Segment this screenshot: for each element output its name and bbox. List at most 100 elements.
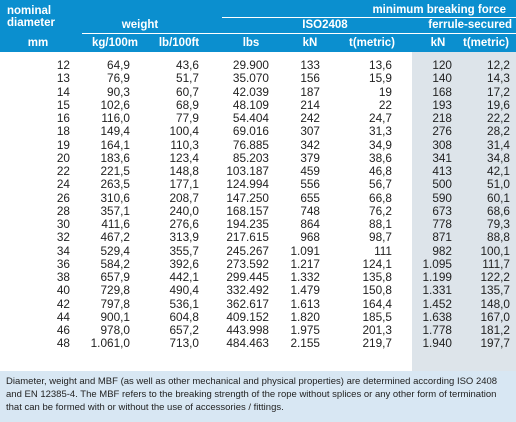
header-unit-lbs: lbs xyxy=(242,37,260,49)
cell-ferrule-t-metric: 68,6 xyxy=(487,203,510,218)
cell-weight-lb-100ft: 604,8 xyxy=(169,309,199,324)
cell-weight-lb-100ft: 490,4 xyxy=(169,283,199,298)
cell-diameter-mm: 38 xyxy=(56,270,70,284)
cell-diameter-mm: 20 xyxy=(56,150,70,165)
cell-mbf-lbs: 103.187 xyxy=(226,164,269,178)
cell-weight-kg-100m: 978,0 xyxy=(100,323,130,337)
cell-mbf-lbs: 69.016 xyxy=(232,124,269,139)
cell-mbf-lbs: 443.998 xyxy=(226,323,269,337)
cell-ferrule-t-metric: 14,3 xyxy=(487,71,510,86)
cell-weight-kg-100m: 411,6 xyxy=(101,217,130,231)
cell-mbf-t-metric: 150,8 xyxy=(362,283,392,298)
cell-weight-lb-100ft: 68,9 xyxy=(176,97,199,112)
cell-weight-lb-100ft: 60,7 xyxy=(176,84,199,99)
cell-diameter-mm: 34 xyxy=(56,243,70,258)
header-unit-lb-100ft: lb/100ft xyxy=(158,37,200,49)
cell-mbf-kn: 459 xyxy=(300,164,320,178)
cell-mbf-t-metric: 34,9 xyxy=(369,137,392,152)
header-unit-kn: kN xyxy=(302,37,318,49)
header-unit-ferrule-kn: kN xyxy=(430,37,446,49)
cell-weight-kg-100m: 729,8 xyxy=(100,283,130,298)
table-row: 36 584,2 392,6 273.592 1.217 124,1 1.095 111,7 xyxy=(0,256,516,271)
cell-ferrule-t-metric: 135,7 xyxy=(480,283,510,298)
header-unit-kg-100m: kg/100m xyxy=(91,37,139,49)
table-row: 14 90,3 60,7 42.039 187 19 168 17,2 xyxy=(0,84,516,99)
table-row: 44 900,1 604,8 409.152 1.820 185,5 1.638 167,0 xyxy=(0,309,516,324)
cell-ferrule-kn: 1.778 xyxy=(422,323,452,337)
cell-mbf-kn: 342 xyxy=(300,137,320,152)
cell-ferrule-t-metric: 19,6 xyxy=(487,97,510,112)
cell-weight-lb-100ft: 536,1 xyxy=(169,296,199,311)
cell-diameter-mm: 18 xyxy=(56,124,70,139)
cell-mbf-t-metric: 124,1 xyxy=(362,256,392,271)
cell-mbf-t-metric: 135,8 xyxy=(362,270,392,284)
cell-mbf-kn: 156 xyxy=(300,71,320,86)
cell-weight-lb-100ft: 208,7 xyxy=(169,190,199,205)
cell-weight-kg-100m: 149,4 xyxy=(100,124,130,139)
cell-mbf-lbs: 42.039 xyxy=(232,84,269,99)
cell-mbf-lbs: 332.492 xyxy=(226,283,269,298)
cell-weight-lb-100ft: 657,2 xyxy=(169,323,199,337)
cell-ferrule-kn: 276 xyxy=(432,124,452,139)
cell-mbf-lbs: 124.994 xyxy=(226,177,269,192)
cell-ferrule-kn: 1.199 xyxy=(422,270,452,284)
cell-mbf-kn: 1.613 xyxy=(290,296,320,311)
cell-mbf-t-metric: 111 xyxy=(374,243,392,258)
cell-ferrule-kn: 413 xyxy=(432,164,452,178)
cell-mbf-kn: 214 xyxy=(300,97,320,112)
header-divider-bottom xyxy=(82,33,516,34)
header-iso2408: ISO2408 xyxy=(302,19,348,31)
cell-mbf-lbs: 54.404 xyxy=(232,111,269,125)
cell-ferrule-t-metric: 197,7 xyxy=(480,336,510,351)
header-min-breaking-force: minimum breaking force xyxy=(372,4,506,16)
cell-ferrule-t-metric: 148,0 xyxy=(480,296,510,311)
cell-weight-kg-100m: 900,1 xyxy=(100,309,130,324)
cell-ferrule-kn: 218 xyxy=(432,111,452,125)
cell-mbf-t-metric: 201,3 xyxy=(362,323,392,337)
cell-weight-lb-100ft: 110,3 xyxy=(170,137,199,152)
cell-mbf-kn: 379 xyxy=(300,150,320,165)
ferrule-column-band xyxy=(412,52,516,371)
cell-mbf-lbs: 299.445 xyxy=(226,270,269,284)
table-row: 34 529,4 355,7 245.267 1.091 111 982 100,1 xyxy=(0,243,516,258)
cell-mbf-t-metric: 88,1 xyxy=(369,217,392,231)
cell-weight-kg-100m: 310,6 xyxy=(100,190,130,205)
cell-mbf-kn: 864 xyxy=(300,217,320,231)
table-row: 42 797,8 536,1 362.617 1.613 164,4 1.452 148,0 xyxy=(0,296,516,311)
cell-mbf-lbs: 217.615 xyxy=(226,230,269,245)
cell-weight-kg-100m: 164,1 xyxy=(100,137,130,152)
cell-mbf-lbs: 29.900 xyxy=(232,58,269,72)
cell-mbf-lbs: 194.235 xyxy=(226,217,269,231)
cell-weight-lb-100ft: 177,1 xyxy=(169,177,199,192)
cell-weight-lb-100ft: 123,4 xyxy=(169,150,199,165)
cell-mbf-t-metric: 46,8 xyxy=(369,164,392,178)
cell-weight-lb-100ft: 392,6 xyxy=(169,256,199,271)
table-row: 28 357,1 240,0 168.157 748 76,2 673 68,6 xyxy=(0,203,516,218)
cell-ferrule-t-metric: 42,1 xyxy=(487,164,510,178)
cell-mbf-lbs: 273.592 xyxy=(226,256,269,271)
table-row: 18 149,4 100,4 69.016 307 31,3 276 28,2 xyxy=(0,125,516,138)
cell-weight-kg-100m: 584,2 xyxy=(100,256,130,271)
header-unit-mm: mm xyxy=(27,37,49,49)
cell-mbf-kn: 1.332 xyxy=(290,270,320,284)
cell-ferrule-kn: 168 xyxy=(432,84,452,99)
cell-ferrule-kn: 1.452 xyxy=(422,296,452,311)
cell-weight-kg-100m: 797,8 xyxy=(100,296,130,311)
cell-mbf-kn: 1.820 xyxy=(290,309,320,324)
table-row: 46 978,0 657,2 443.998 1.975 201,3 1.778 181,2 xyxy=(0,324,516,337)
cell-weight-lb-100ft: 713,0 xyxy=(169,336,199,351)
cell-ferrule-t-metric: 60,1 xyxy=(487,190,510,205)
cell-weight-kg-100m: 1.061,0 xyxy=(90,336,130,351)
cell-ferrule-kn: 140 xyxy=(432,71,452,86)
cell-mbf-t-metric: 13,6 xyxy=(369,58,392,72)
cell-mbf-lbs: 484.463 xyxy=(226,336,269,351)
table-row: 19 164,1 110,3 76.885 342 34,9 308 31,4 xyxy=(0,137,516,152)
cell-mbf-t-metric: 98,7 xyxy=(369,230,392,245)
cell-ferrule-kn: 1.331 xyxy=(422,283,452,298)
cell-ferrule-t-metric: 88,8 xyxy=(487,230,510,245)
table-row: 22 221,5 148,8 103.187 459 46,8 413 42,1 xyxy=(0,165,516,178)
cell-mbf-t-metric: 22 xyxy=(378,97,392,112)
cell-mbf-kn: 1.091 xyxy=(290,243,320,258)
cell-ferrule-t-metric: 34,8 xyxy=(487,150,510,165)
